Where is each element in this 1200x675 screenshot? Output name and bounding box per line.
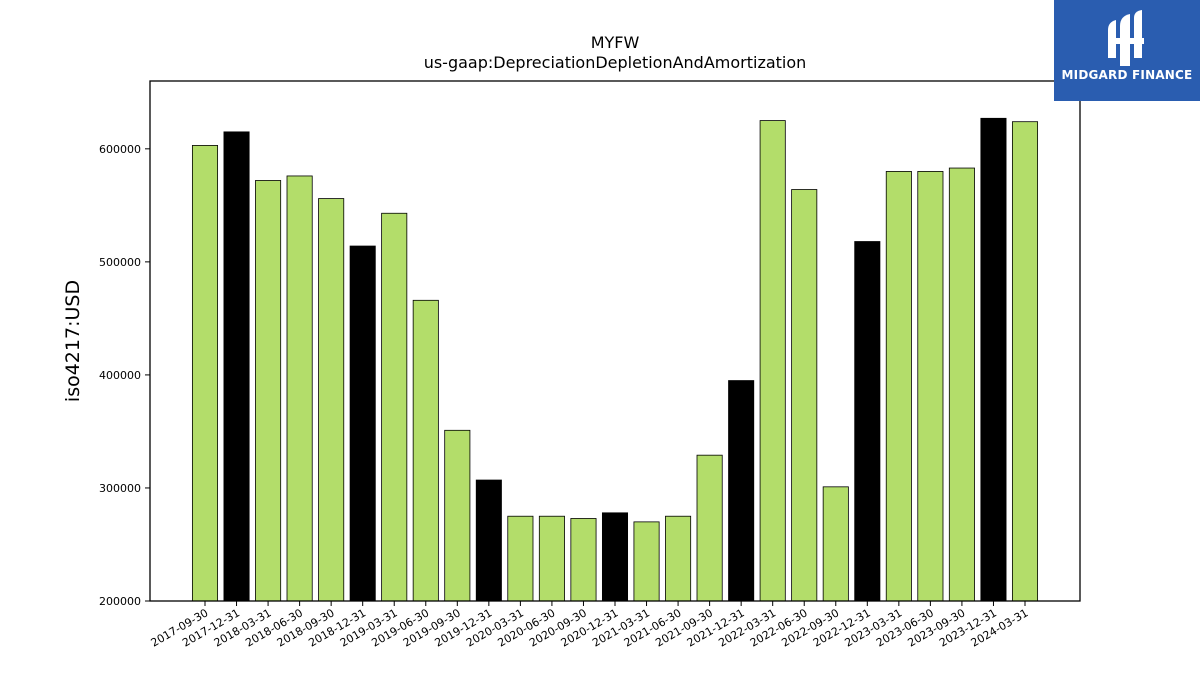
y-tick-label: 500000 <box>99 256 141 269</box>
bar-2021-06-30 <box>665 515 692 602</box>
bar-2019-03-31 <box>381 212 408 602</box>
bar-2019-12-31 <box>475 479 502 602</box>
bar-2018-03-31 <box>255 180 282 602</box>
y-ticks-group: 200000 300000 400000 500000 600000 <box>99 143 150 608</box>
bar-2022-09-30 <box>822 486 849 602</box>
bar-2021-12-31 <box>728 380 755 602</box>
bar-2023-09-30 <box>948 167 975 602</box>
x-ticks-group: 2017-09-302017-12-312018-03-312018-06-30… <box>149 601 1031 650</box>
bar-2018-06-30 <box>286 175 313 602</box>
bar-2019-06-30 <box>412 299 439 602</box>
y-axis-label: iso4217:USD <box>62 280 84 402</box>
bar-2022-12-31 <box>854 241 881 602</box>
y-tick-label: 600000 <box>99 143 141 156</box>
bar-2023-06-30 <box>917 171 944 602</box>
bar-2020-09-30 <box>570 518 597 602</box>
bar-2017-09-30 <box>191 145 219 602</box>
bars-group <box>191 117 1039 602</box>
logo-mark-icon <box>1108 10 1144 66</box>
midgard-finance-logo: MIDGARD FINANCE <box>1054 0 1200 101</box>
bar-2017-12-31 <box>223 131 250 602</box>
chart-title: MYFW <box>591 33 640 52</box>
bar-2022-06-30 <box>791 189 818 602</box>
y-tick-label: 300000 <box>99 482 141 495</box>
bar-2020-03-31 <box>507 515 534 602</box>
y-tick-label: 200000 <box>99 595 141 608</box>
bar-2020-12-31 <box>601 512 629 602</box>
bar-2019-09-30 <box>444 429 471 602</box>
bar-2020-06-30 <box>538 515 565 602</box>
bar-2018-09-30 <box>318 198 345 602</box>
y-tick-label: 400000 <box>99 369 141 382</box>
bar-2023-03-31 <box>885 171 912 602</box>
bar-2021-03-31 <box>633 521 660 602</box>
bar-2024-03-31 <box>1011 121 1039 602</box>
bar-2022-03-31 <box>759 120 786 602</box>
chart-subtitle: us-gaap:DepreciationDepletionAndAmortiza… <box>424 53 807 72</box>
plot-frame <box>149 80 1081 602</box>
bar-2021-09-30 <box>696 454 723 602</box>
bar-2023-12-31 <box>980 117 1007 602</box>
logo-text: MIDGARD FINANCE <box>1061 68 1193 82</box>
bar-2018-12-31 <box>349 245 376 602</box>
